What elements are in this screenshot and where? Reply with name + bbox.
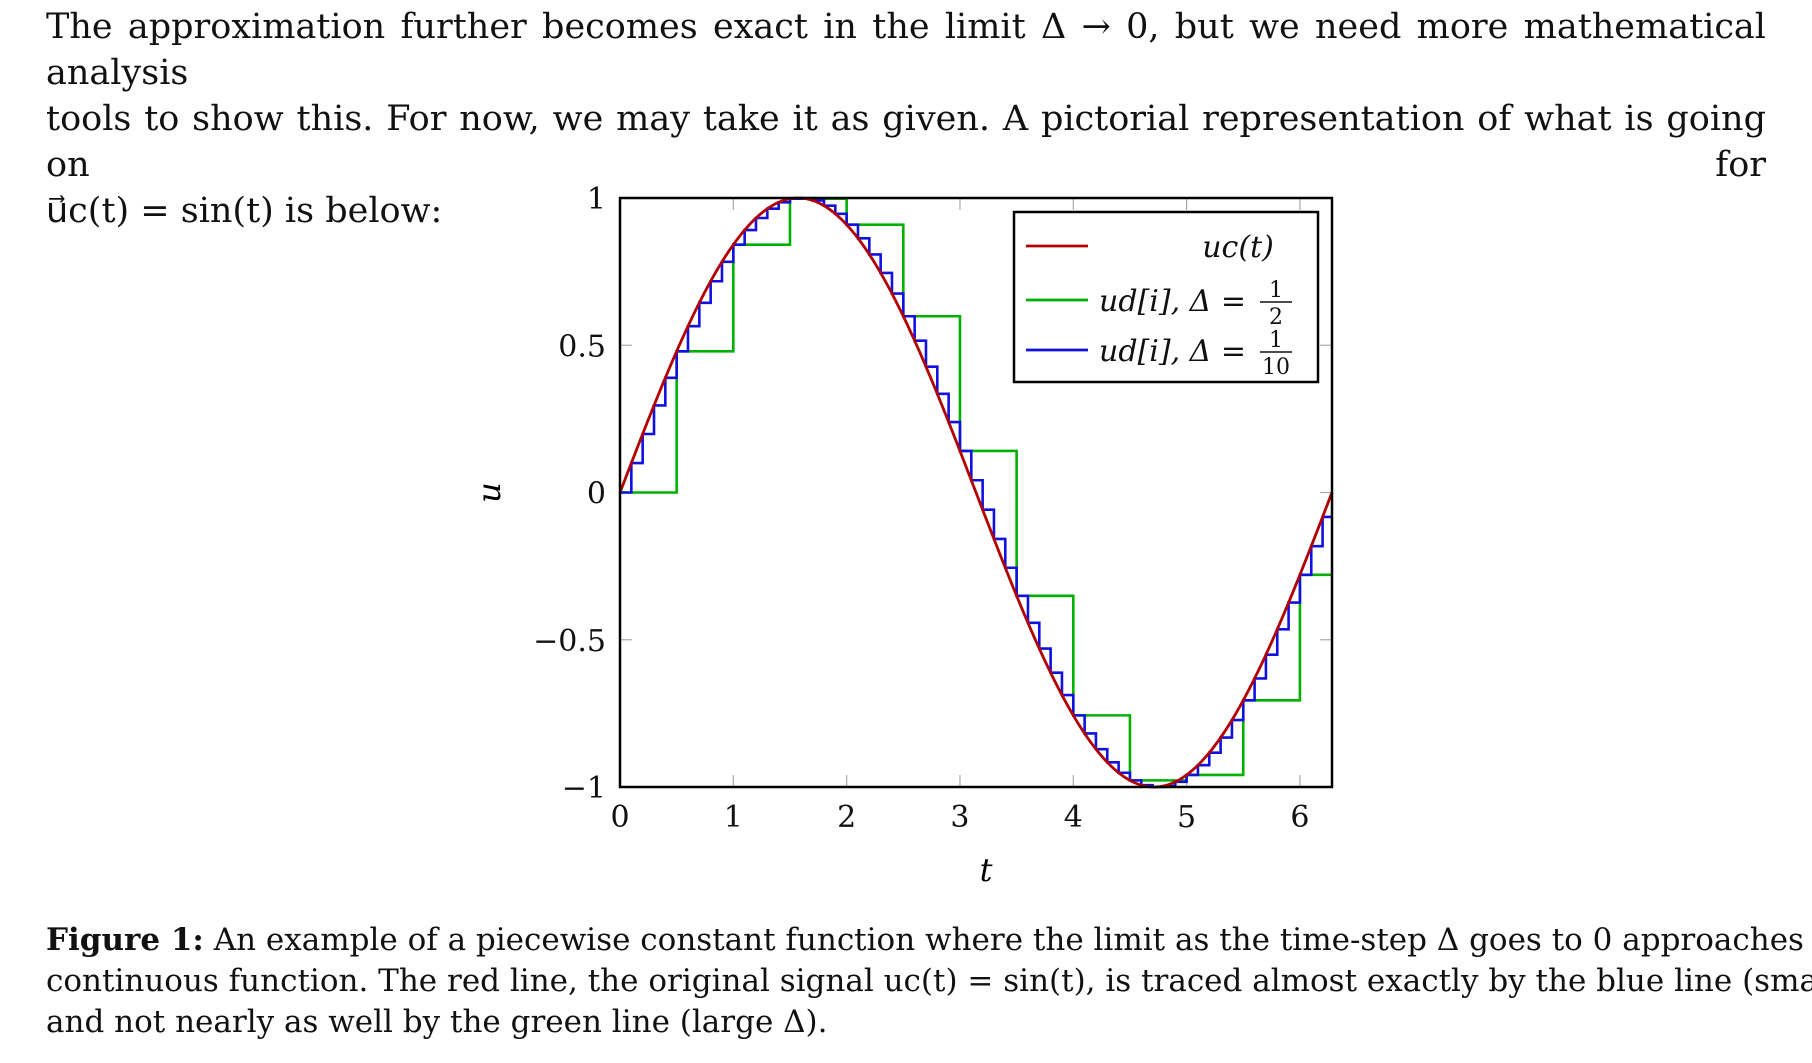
y-tick-label: 1 (587, 182, 606, 217)
caption-text-1: An example of a piecewise constant funct… (203, 922, 1812, 958)
x-tick-label: 0 (610, 800, 629, 835)
x-tick-label: 6 (1290, 800, 1309, 835)
y-tick-label: 0.5 (558, 329, 606, 364)
caption-line-2: continuous function. The red line, the o… (46, 963, 1812, 999)
y-axis-label: u (470, 482, 508, 503)
paragraph-line-1: The approximation further becomes exact … (46, 7, 1766, 93)
x-axis-label: t (980, 851, 993, 889)
figure-caption: Figure 1: An example of a piecewise cons… (46, 920, 1812, 1043)
x-tick-label: 2 (837, 800, 856, 835)
y-tick-label: −1 (562, 771, 606, 806)
paragraph-line-3: u⃗c(t) = sin(t) is below: (46, 191, 443, 231)
x-tick-label: 5 (1177, 800, 1196, 835)
caption-line-1: Figure 1: An example of a piecewise cons… (46, 920, 1812, 961)
caption-line-3: and not nearly as well by the green line… (46, 1004, 828, 1040)
legend-label: ud[i], Δ = (1099, 284, 1246, 319)
legend-label: ud[i], Δ = (1099, 334, 1246, 369)
series-red-continuous (618, 196, 1334, 789)
legend-fraction-numerator: 1 (1269, 278, 1283, 303)
paragraph-line-2: tools to show this. For now, we may take… (46, 99, 1766, 185)
legend-fraction-numerator: 1 (1269, 328, 1283, 353)
legend-label: uc(t) (1202, 230, 1274, 265)
plot-series (618, 196, 1334, 789)
legend-box (1012, 210, 1320, 384)
plot-frame (618, 196, 1334, 789)
legend-fraction-denominator: 10 (1262, 355, 1290, 380)
y-tick-label: −0.5 (533, 624, 606, 659)
x-tick-label: 4 (1064, 800, 1083, 835)
caption-label: Figure 1: (46, 922, 204, 958)
x-tick-label: 3 (950, 800, 969, 835)
series-blue-step (620, 196, 1332, 789)
intro-paragraph: The approximation further becomes exact … (46, 4, 1766, 234)
legend-fraction-denominator: 2 (1269, 305, 1283, 330)
y-tick-label: 0 (587, 477, 606, 512)
tick-labels: 0 1 2 3 4 5 6−1−0.500.51 (533, 182, 1309, 835)
x-tick-label: 1 (724, 800, 743, 835)
